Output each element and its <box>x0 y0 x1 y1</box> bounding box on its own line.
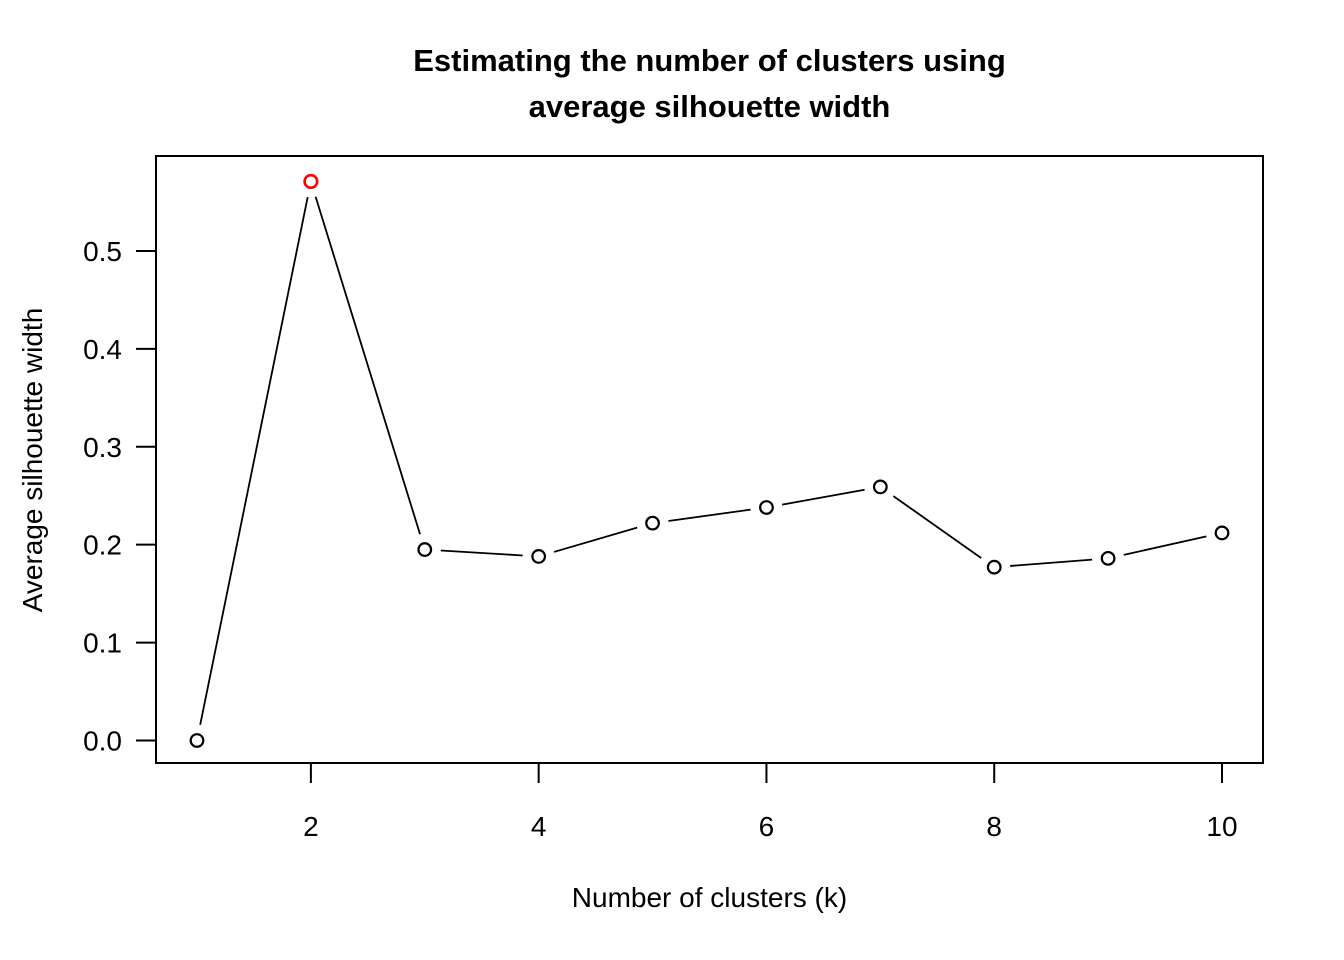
x-axis-title: Number of clusters (k) <box>571 882 848 913</box>
x-axis-tick-label: 8 <box>986 811 1002 842</box>
chart-title-line-2: average silhouette width <box>528 89 891 124</box>
chart-title: Estimating the number of clusters using … <box>156 38 1263 130</box>
series-line-segment <box>1010 558 1093 567</box>
y-axis-tick-label: 0.1 <box>83 628 122 659</box>
data-point-marker <box>645 515 660 531</box>
series-line-segment <box>668 508 751 522</box>
data-point-marker <box>759 500 774 515</box>
data-point-marker <box>872 479 888 495</box>
data-point-marker <box>531 549 547 564</box>
series-line-segment <box>440 549 523 557</box>
x-axis-tick-label: 6 <box>759 811 775 842</box>
y-axis-title: Average silhouette width <box>17 307 48 613</box>
series-line-segment <box>782 488 865 506</box>
optimal-k-point-marker <box>303 173 319 190</box>
data-point-marker <box>1214 525 1230 541</box>
data-point-marker <box>1100 550 1116 566</box>
series-line-segment <box>199 196 309 725</box>
data-point-marker <box>189 733 205 748</box>
y-axis-tick-label: 0.5 <box>83 236 122 267</box>
data-point-marker <box>986 559 1002 575</box>
series-line-segment <box>553 526 638 553</box>
data-point-marker <box>417 542 433 557</box>
y-axis-tick-label: 0.4 <box>83 334 122 365</box>
x-axis-tick-label: 4 <box>531 811 547 842</box>
y-axis-tick-label: 0.3 <box>83 432 122 463</box>
series-line-segment <box>892 495 982 559</box>
x-axis-tick-label: 10 <box>1206 811 1237 842</box>
chart-title-line-1: Estimating the number of clusters using <box>413 43 1006 78</box>
series-line-segment <box>314 196 421 535</box>
y-axis-tick-label: 0.2 <box>83 530 122 561</box>
y-axis-tick-label: 0.0 <box>83 725 122 756</box>
series-line-segment <box>1123 535 1207 556</box>
x-axis-tick-label: 2 <box>303 811 319 842</box>
plot-box <box>155 155 1264 764</box>
